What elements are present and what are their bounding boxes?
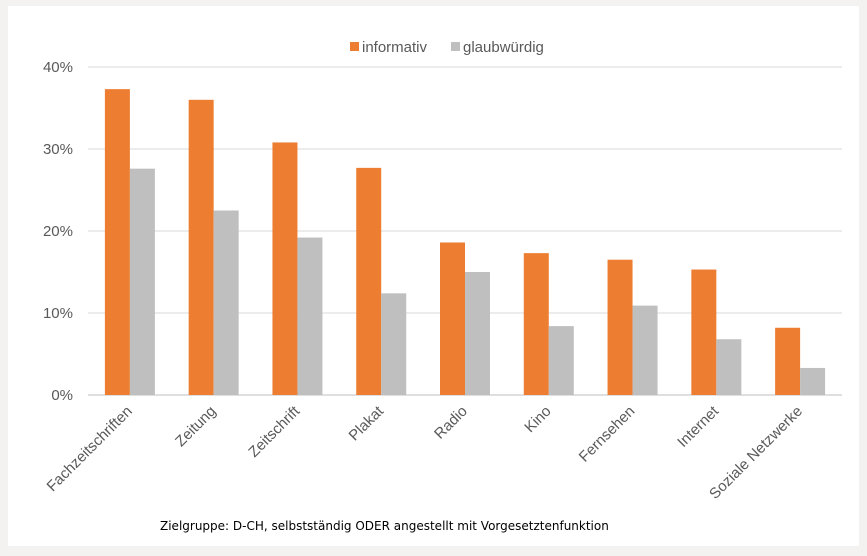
bar-glaubwuerdig (548, 326, 574, 395)
bar-informativ (440, 242, 465, 395)
x-tick-label: Soziale Netzwerke (706, 403, 806, 503)
bar-informativ (188, 99, 214, 396)
bar-informativ (104, 89, 130, 395)
x-tick-label: Zeitung (172, 403, 219, 450)
x-tick-label: Zeitschrift (245, 402, 304, 461)
bar-glaubwuerdig (716, 339, 742, 395)
bar-informativ (775, 327, 801, 395)
bar-glaubwuerdig (213, 210, 239, 395)
bar-glaubwuerdig (381, 293, 407, 395)
y-tick-label: 0% (51, 387, 73, 404)
bar-informativ (356, 167, 382, 395)
bar-informativ (607, 259, 633, 395)
legend-label-informativ: informativ (362, 39, 428, 56)
bar-informativ (272, 142, 298, 395)
bar-glaubwuerdig (465, 272, 490, 395)
legend: informativ glaubwürdig (350, 39, 544, 56)
bar-glaubwuerdig (129, 168, 155, 395)
y-axis-ticks: 0% 10% 20% 30% 40% (43, 59, 73, 404)
footnote: Zielgruppe: D-CH, selbstständig ODER ang… (160, 519, 609, 533)
bar-glaubwuerdig (632, 305, 658, 395)
y-tick-label: 40% (43, 59, 73, 76)
bar-informativ (523, 253, 549, 395)
x-axis-labels: Fachzeitschriften Zeitung Zeitschrift Plaka… (44, 402, 806, 502)
legend-label-glaubwuerdig: glaubwürdig (463, 39, 544, 56)
y-tick-label: 30% (43, 141, 73, 158)
y-tick-label: 10% (43, 305, 73, 322)
y-tick-label: 20% (43, 223, 73, 240)
bar-glaubwuerdig (800, 367, 826, 395)
bar-informativ (691, 269, 717, 395)
bar-glaubwuerdig (297, 237, 323, 395)
x-tick-label: Kino (521, 403, 554, 436)
x-tick-label: Fachzeitschriften (44, 403, 136, 495)
x-tick-label: Radio (431, 403, 471, 443)
legend-swatch-informativ (350, 42, 359, 51)
x-tick-label: Plakat (346, 402, 388, 444)
legend-swatch-glaubwuerdig (451, 42, 460, 51)
bars (104, 89, 826, 396)
x-tick-label: Fernsehen (576, 403, 639, 466)
x-tick-label: Internet (674, 402, 723, 451)
